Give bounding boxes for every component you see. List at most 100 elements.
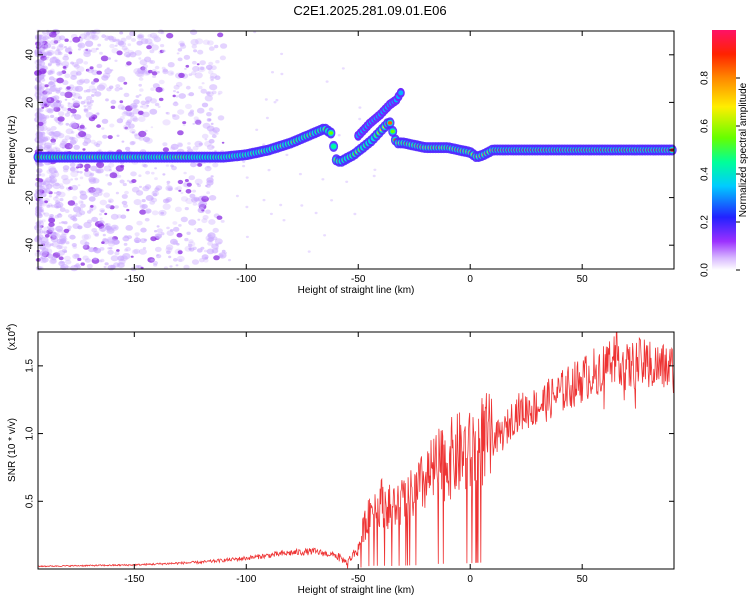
y-tick-label: 1.0 [25, 426, 36, 440]
noise-point [47, 108, 54, 114]
noise-point [211, 243, 219, 250]
noise-point [46, 51, 53, 57]
noise-point [165, 164, 169, 167]
noise-point [64, 142, 73, 150]
noise-point [102, 233, 106, 237]
noise-point [94, 91, 102, 97]
noise-point [98, 82, 107, 90]
noise-point [130, 115, 138, 122]
noise-point [53, 101, 62, 108]
noise-point [149, 32, 158, 39]
noise-point [40, 192, 47, 198]
noise-point [171, 165, 177, 171]
noise-point [105, 174, 109, 177]
noise-point [172, 94, 176, 98]
noise-point [79, 171, 83, 174]
noise-point [132, 108, 140, 115]
noise-point [177, 48, 183, 52]
noise-point [206, 144, 215, 150]
noise-point [44, 56, 49, 61]
noise-point [41, 76, 45, 79]
noise-point [197, 218, 201, 221]
noise-point [203, 249, 208, 253]
noise-point [192, 60, 197, 65]
noise-point [178, 72, 185, 78]
noise-point [199, 60, 206, 66]
noise-point [191, 197, 198, 203]
noise-point [43, 226, 50, 232]
noise-point [178, 189, 182, 192]
noise-point [140, 66, 146, 71]
noise-point [201, 102, 209, 108]
noise-point [187, 241, 196, 247]
noise-point [66, 86, 71, 90]
noise-point [79, 33, 87, 40]
noise-point [199, 258, 205, 263]
noise-point [41, 219, 46, 223]
noise-point [70, 122, 79, 129]
noise-point [208, 139, 215, 144]
noise-point [188, 73, 193, 76]
noise-point [171, 114, 176, 117]
noise-point [41, 247, 49, 253]
noise-point [124, 190, 129, 195]
noise-point [87, 210, 92, 214]
noise-point [115, 191, 119, 195]
noise-point [76, 79, 84, 86]
snr-background [38, 332, 674, 569]
noise-point [44, 243, 52, 249]
noise-point [54, 196, 58, 199]
noise-point [89, 208, 94, 212]
noise-point [35, 204, 43, 210]
x-tick-label: 0 [467, 574, 473, 585]
noise-point [55, 225, 63, 232]
noise-point [201, 209, 205, 212]
noise-point [51, 107, 57, 112]
noise-point [93, 142, 99, 146]
noise-point [49, 109, 53, 112]
noise-point [235, 194, 239, 198]
noise-point [96, 168, 104, 174]
noise-point [139, 209, 147, 215]
noise-point [144, 217, 150, 222]
noise-point [150, 87, 155, 91]
noise-point [74, 253, 80, 258]
noise-point [198, 142, 203, 146]
noise-point [122, 236, 130, 242]
noise-point [177, 130, 184, 136]
noise-point [107, 35, 114, 41]
noise-point [130, 103, 138, 109]
noise-point [57, 133, 65, 139]
noise-point [92, 192, 99, 198]
noise-point [177, 57, 183, 62]
noise-point [169, 265, 173, 268]
noise-point [58, 222, 62, 224]
noise-point [166, 111, 170, 115]
noise-point [175, 95, 179, 98]
noise-point [56, 191, 62, 196]
noise-point [206, 180, 214, 186]
noise-point [56, 77, 64, 84]
noise-point [207, 232, 216, 239]
noise-point [123, 48, 130, 53]
ridge-core [390, 129, 395, 134]
noise-point [149, 60, 156, 64]
noise-point [37, 121, 44, 126]
noise-point [83, 51, 91, 58]
noise-point [121, 194, 128, 199]
noise-point [162, 142, 168, 147]
noise-point [90, 33, 97, 39]
noise-point [138, 77, 144, 81]
noise-point [96, 124, 101, 128]
noise-point [43, 142, 52, 149]
noise-point [307, 250, 311, 253]
noise-point [177, 142, 183, 147]
noise-point [118, 262, 125, 268]
noise-point [70, 142, 74, 146]
noise-point [117, 40, 125, 46]
colorbar-label: Normalized spectral amplitude [738, 82, 749, 217]
noise-point [77, 225, 83, 230]
noise-point [88, 176, 96, 183]
noise-point [140, 266, 144, 270]
noise-point [187, 142, 191, 145]
